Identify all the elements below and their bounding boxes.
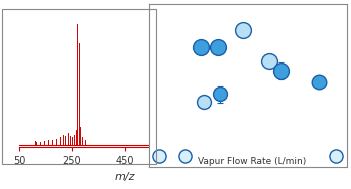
X-axis label: m/z: m/z <box>114 172 135 182</box>
Point <box>198 46 204 49</box>
Point <box>333 155 339 158</box>
Point <box>215 46 221 49</box>
Point <box>183 155 188 158</box>
Text: Vapur Flow Rate (L/min): Vapur Flow Rate (L/min) <box>198 157 306 166</box>
Point <box>156 155 161 158</box>
Point <box>316 80 322 83</box>
Point <box>266 60 272 63</box>
Point <box>217 93 223 96</box>
Point <box>202 100 207 103</box>
Point <box>240 29 245 32</box>
Point <box>278 69 284 72</box>
